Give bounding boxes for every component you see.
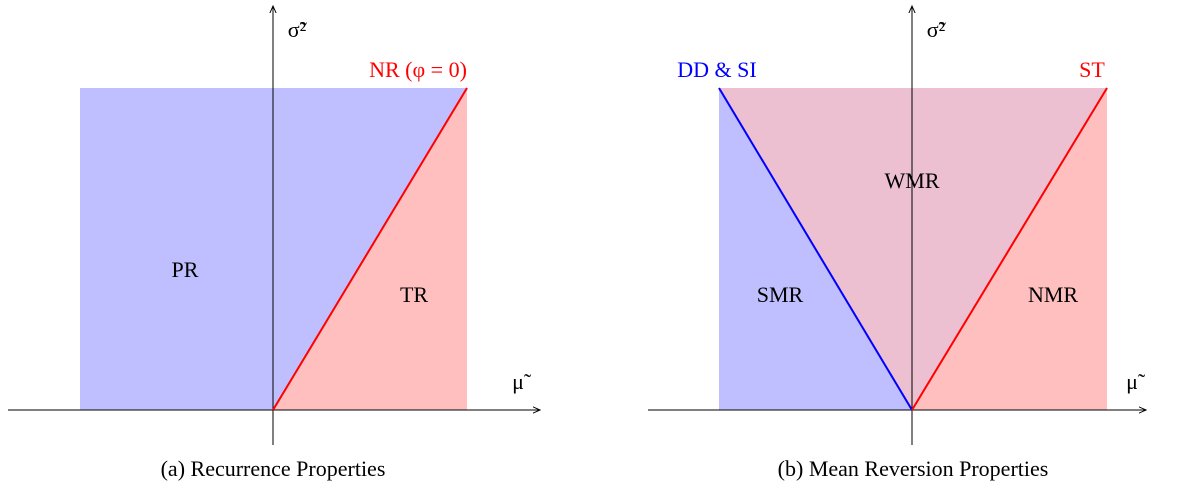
line-label: NR (φ = 0) xyxy=(369,57,467,82)
caption: (b) Mean Reversion Properties xyxy=(778,456,1049,481)
boundary-line xyxy=(718,87,913,411)
x-axis-label: μ̃ xyxy=(512,369,532,394)
panel-b: σ̃² μ̃ DD & SI ST WMR SMR NMR (b) Mean R… xyxy=(648,6,1146,481)
region-label: SMR xyxy=(757,282,804,307)
boundary-line xyxy=(272,87,468,411)
region-label: PR xyxy=(172,257,199,282)
region-label: TR xyxy=(400,282,428,307)
y-axis-label: σ̃² xyxy=(927,17,947,42)
region-label: NMR xyxy=(1028,282,1078,307)
line-label: DD & SI xyxy=(677,57,756,82)
x-axis-label: μ̃ xyxy=(1126,369,1146,394)
line-label: ST xyxy=(1079,57,1105,82)
y-axis-label: σ̃² xyxy=(288,17,308,42)
region-label: WMR xyxy=(885,168,940,193)
caption: (a) Recurrence Properties xyxy=(161,456,386,481)
region-wmr xyxy=(719,88,1107,410)
panel-a: σ̃² μ̃ NR (φ = 0) PR TR (a) Recurrence P… xyxy=(8,6,540,481)
boundary-line xyxy=(911,87,1108,411)
